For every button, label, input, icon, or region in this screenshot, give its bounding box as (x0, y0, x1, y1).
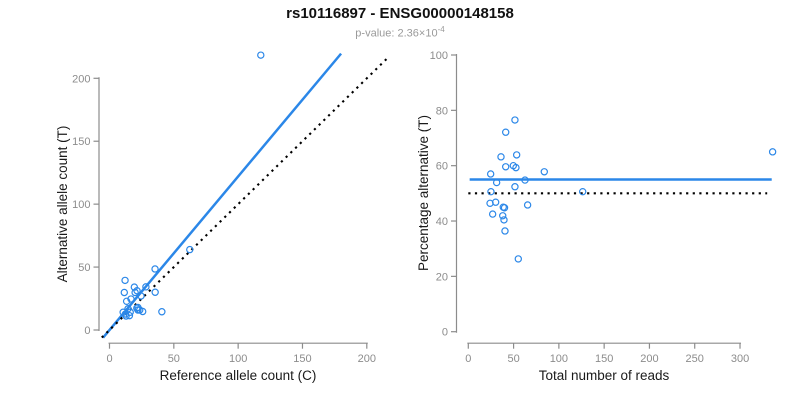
data-point (514, 255, 522, 263)
data-point (487, 187, 495, 196)
x-axis-title: Reference allele count (C) (160, 368, 317, 383)
data-point (142, 283, 150, 291)
y-axis: 0 50 100 150 200 Alternative allele count (T) (55, 73, 100, 337)
p-value-text: p-value: 2.36×10 (355, 27, 438, 40)
x-tick-label: 0 (465, 353, 471, 365)
data-point (488, 210, 497, 218)
data-point (511, 116, 519, 124)
y-tick-label: 200 (72, 73, 90, 85)
x-axis-title: Total number of reads (539, 368, 670, 383)
y-axis-title: Percentage alternative (T) (416, 115, 431, 271)
data-point (492, 178, 501, 187)
x-tick-label: 200 (640, 353, 658, 365)
plot-title: rs10116897 - ENSG00000148158 (286, 5, 514, 22)
data-point (122, 312, 130, 320)
data-point (186, 245, 194, 254)
data-point (500, 216, 508, 224)
data-point (138, 307, 147, 316)
data-point (523, 201, 532, 209)
data-point (158, 308, 166, 316)
data-point (257, 51, 265, 59)
x-tick-label: 0 (106, 353, 112, 365)
left-plot: 0 50 100 150 200 Reference allele count (C) 0 5… (55, 51, 389, 383)
y-tick-label: 0 (84, 325, 90, 337)
data-point (151, 265, 159, 273)
data-point (122, 297, 131, 306)
y-axis-title: Alternative allele count (T) (55, 126, 70, 283)
y-tick-label: 0 (442, 327, 448, 339)
data-point (578, 187, 587, 196)
y-tick-label: 100 (430, 50, 448, 62)
x-axis: 0 50 100 150 200 250 300 Total number of reads (465, 342, 749, 383)
identity-line (101, 57, 389, 339)
data-point (125, 311, 134, 320)
y-tick-label: 100 (72, 199, 90, 211)
data-point (502, 128, 510, 136)
data-point (540, 168, 548, 176)
data-point (133, 287, 141, 295)
data-point (512, 151, 521, 159)
data-point (499, 212, 507, 220)
x-axis: 0 50 100 150 200 Reference allele count (C) (106, 342, 376, 383)
data-point (501, 227, 509, 235)
data-points (119, 51, 265, 320)
y-tick-label: 40 (436, 216, 448, 228)
data-point (121, 276, 129, 285)
x-tick-label: 200 (358, 353, 376, 365)
x-tick-label: 100 (229, 353, 247, 365)
y-tick-label: 150 (72, 136, 90, 148)
x-tick-label: 50 (507, 353, 519, 365)
x-tick-label: 50 (168, 353, 180, 365)
data-point (497, 153, 505, 161)
data-points (486, 116, 777, 263)
x-tick-label: 100 (550, 353, 568, 365)
fitted-line (102, 52, 343, 339)
data-point (521, 176, 529, 184)
y-tick-label: 60 (436, 161, 448, 173)
x-tick-label: 150 (293, 353, 311, 365)
data-point (137, 292, 145, 300)
data-point (120, 288, 128, 297)
y-tick-label: 50 (78, 262, 90, 274)
data-point (512, 163, 520, 172)
x-tick-label: 250 (686, 353, 704, 365)
data-point (768, 148, 777, 156)
data-point (151, 288, 159, 296)
y-tick-label: 80 (436, 105, 448, 117)
x-tick-label: 300 (731, 353, 749, 365)
y-tick-label: 20 (436, 271, 448, 283)
data-point (511, 183, 519, 191)
data-point (127, 295, 135, 303)
data-point (502, 163, 510, 171)
data-point (126, 308, 134, 316)
y-axis: 0 20 40 60 80 100 Percentage alternative (T) (416, 50, 458, 339)
x-tick-label: 150 (595, 353, 613, 365)
p-value-label: p-value: 2.36×10-4 (0, 25, 800, 40)
p-value-exponent: -4 (437, 25, 445, 34)
data-point (486, 170, 495, 178)
data-point (500, 204, 509, 212)
data-point (131, 288, 139, 297)
data-point (491, 198, 500, 206)
